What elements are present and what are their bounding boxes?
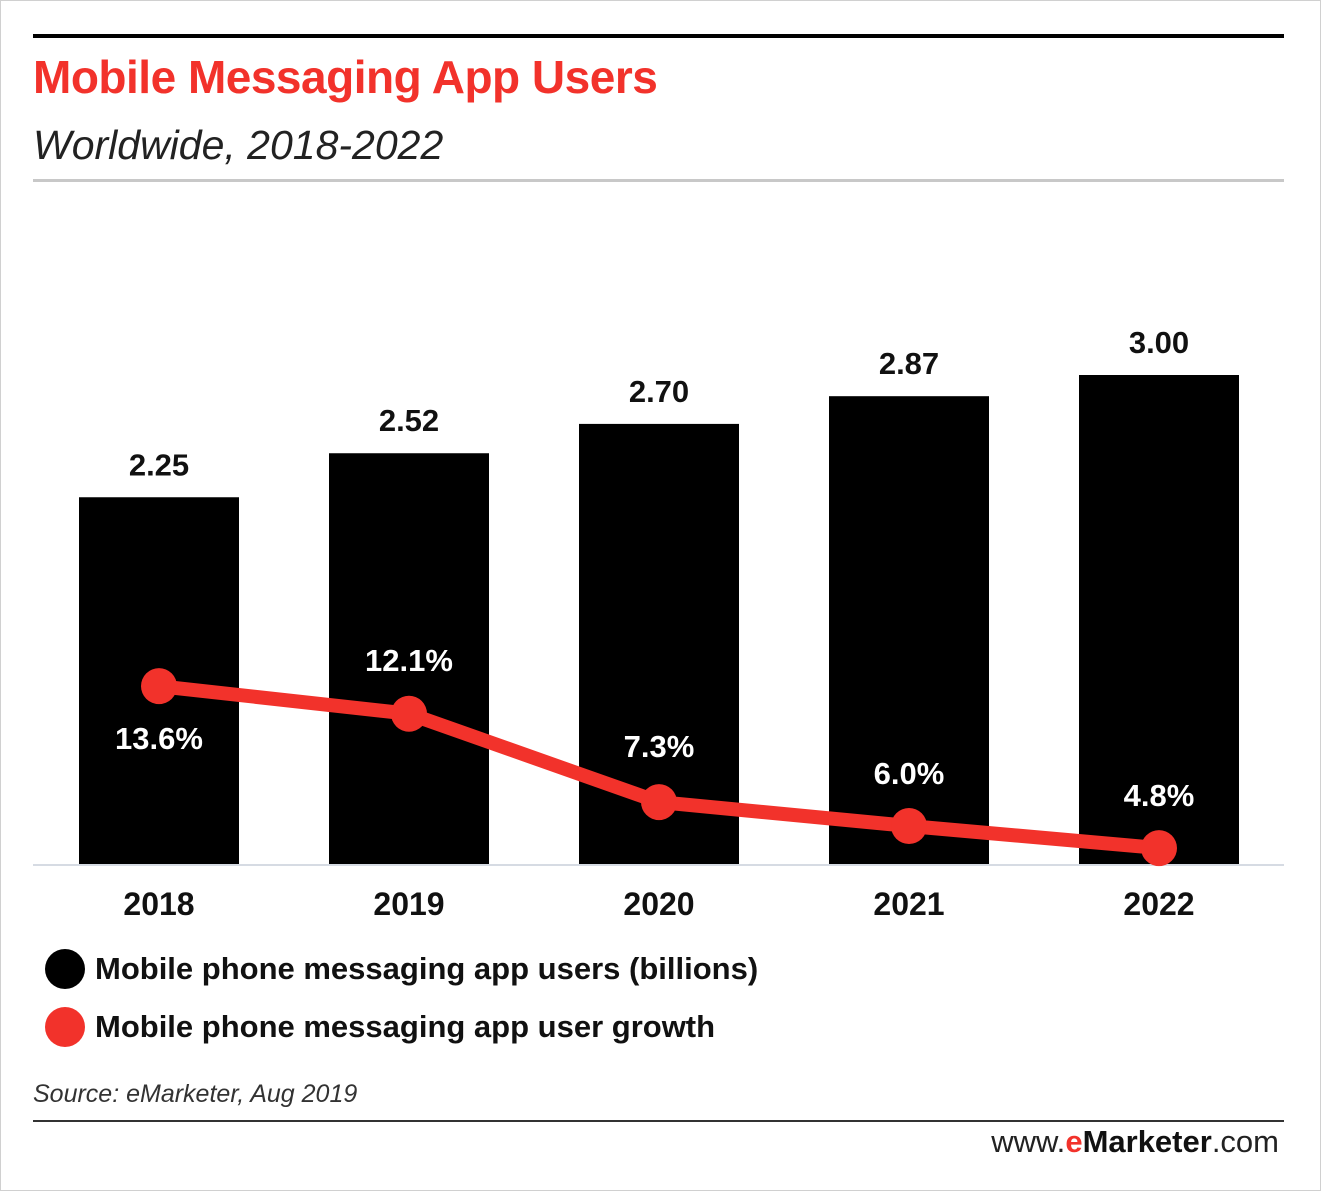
bar-value-label-2018: 2.25 [129, 447, 189, 482]
legend-label-users: Mobile phone messaging app users (billio… [95, 951, 759, 986]
legend-swatch-users [45, 949, 85, 989]
brand-footer: www.eMarketer.com [991, 1124, 1279, 1160]
x-tick-label-2019: 2019 [373, 886, 444, 922]
legend-swatch-growth [45, 1007, 85, 1047]
x-tick-label-2021: 2021 [873, 886, 944, 922]
legend-item-growth: Mobile phone messaging app user growth [45, 1007, 715, 1047]
brand-suffix: .com [1211, 1124, 1279, 1159]
x-tick-label-2020: 2020 [623, 886, 694, 922]
subtitle-rule [33, 179, 1284, 182]
bar-2021 [829, 396, 989, 864]
growth-point-2022 [1141, 830, 1177, 867]
growth-point-2019 [391, 695, 427, 732]
growth-label-2021: 6.0% [874, 756, 945, 791]
bar-value-label-2022: 3.00 [1129, 325, 1189, 360]
bar-value-label-2021: 2.87 [879, 346, 939, 381]
bar-2022 [1079, 375, 1239, 864]
growth-label-2020: 7.3% [624, 729, 695, 764]
x-tick-label-2018: 2018 [123, 886, 194, 922]
brand-e: e [1065, 1124, 1083, 1159]
brand-name: Marketer [1082, 1124, 1212, 1159]
chart-plot: 2.25 2018 2.52 2019 2.70 2020 2.87 2021 3.00 2022… [33, 325, 1284, 922]
chart-subtitle: Worldwide, 2018-2022 [33, 122, 444, 168]
bar-value-label-2019: 2.52 [379, 403, 439, 438]
growth-point-2018 [141, 668, 177, 705]
x-tick-label-2022: 2022 [1123, 886, 1194, 922]
bar-value-label-2020: 2.70 [629, 374, 689, 409]
growth-label-2018: 13.6% [115, 721, 203, 756]
growth-label-2019: 12.1% [365, 643, 453, 678]
top-rule [33, 34, 1284, 38]
source-note: Source: eMarketer, Aug 2019 [33, 1080, 358, 1108]
brand-prefix: www. [991, 1124, 1066, 1159]
legend-label-growth: Mobile phone messaging app user growth [95, 1009, 716, 1044]
bar-2019 [329, 453, 489, 864]
growth-label-2022: 4.8% [1124, 778, 1195, 813]
legend-item-users: Mobile phone messaging app users (billio… [45, 949, 758, 989]
bottom-rule [33, 1120, 1284, 1122]
chart-title: Mobile Messaging App Users [33, 51, 658, 103]
growth-point-2021 [891, 808, 927, 844]
growth-point-2020 [641, 784, 677, 821]
